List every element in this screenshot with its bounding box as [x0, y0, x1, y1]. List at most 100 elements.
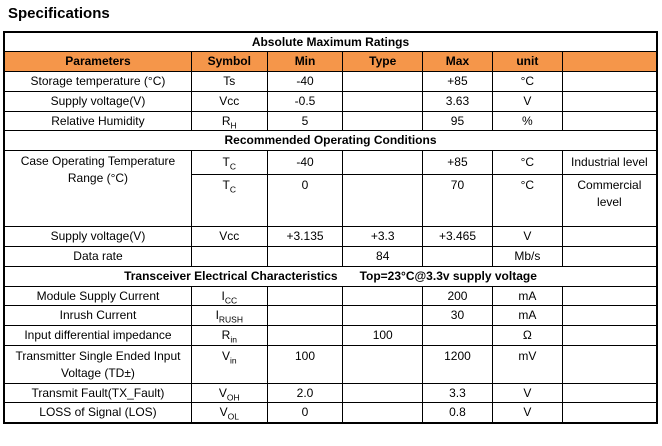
value-cell	[561, 90, 658, 112]
value-cell	[342, 382, 424, 404]
column-header: unit	[491, 51, 563, 73]
value-cell: 0.8	[422, 402, 493, 424]
value-cell	[342, 285, 424, 307]
table-row: Recommended Operating Conditions	[3, 130, 658, 152]
value-cell	[422, 246, 493, 267]
symbol-subscript: OH	[226, 392, 240, 403]
column-header: Type	[342, 51, 424, 73]
symbol-subscript: C	[229, 184, 237, 195]
value-cell	[561, 382, 658, 404]
value-cell	[342, 345, 424, 384]
value-cell	[190, 246, 268, 267]
value-cell: 3.3	[422, 382, 493, 404]
symbol-subscript: C	[229, 161, 237, 172]
value-cell	[561, 71, 658, 92]
section-title: Absolute Maximum Ratings	[251, 34, 410, 49]
symbol-base: I	[215, 308, 219, 323]
value-cell: V	[491, 226, 563, 248]
value-cell: mA	[491, 285, 563, 307]
param-cell: Module Supply Current	[3, 285, 192, 307]
value-cell: 5	[266, 110, 344, 132]
section-header-cell: Recommended Operating Conditions	[3, 130, 658, 152]
table-row: Relative Humidity RH 5 95%	[3, 110, 658, 132]
value-cell: mA	[491, 305, 563, 327]
value-cell: 70	[422, 174, 493, 228]
value-cell	[561, 345, 658, 384]
symbol-base: I	[221, 288, 225, 303]
value-cell: 3.63	[422, 90, 493, 112]
section-header-cell: Absolute Maximum Ratings	[3, 30, 658, 53]
value-cell	[266, 305, 344, 327]
value-cell	[561, 325, 658, 347]
value-cell: +3.465	[422, 226, 493, 248]
column-header: Max	[422, 51, 493, 73]
column-header: Parameters	[3, 51, 192, 73]
value-cell	[422, 325, 493, 347]
symbol-subscript: OL	[227, 411, 239, 422]
table-row: Transmit Fault(TX_Fault) VOH 2.0 3.3 V	[3, 382, 658, 404]
value-cell	[266, 285, 344, 307]
symbol-cell: Rin	[190, 325, 268, 347]
symbol-cell: TC	[190, 174, 268, 228]
value-cell	[342, 174, 424, 228]
value-cell: 200	[422, 285, 493, 307]
value-cell: 1200	[422, 345, 493, 384]
value-cell: 0	[266, 174, 344, 228]
param-cell: Inrush Current	[3, 305, 192, 327]
value-cell: 95	[422, 110, 493, 132]
value-cell	[342, 110, 424, 132]
table-row: Module Supply Current ICC 200 mA	[3, 285, 658, 307]
column-header: Symbol	[190, 51, 268, 73]
param-cell: Supply voltage(V)	[3, 90, 192, 112]
page-title: Specifications	[8, 5, 110, 22]
symbol-base: V	[221, 349, 230, 364]
table-row: Transceiver Electrical Characteristics To…	[3, 265, 658, 287]
value-cell: Vcc	[190, 226, 268, 248]
value-cell: +85	[422, 150, 493, 176]
section-title: Transceiver Electrical Characteristics	[124, 268, 338, 283]
value-cell: 84	[342, 246, 424, 267]
table-row: Case Operating Temperature Range (°C) TC -…	[3, 150, 658, 228]
value-cell	[561, 110, 658, 132]
table-row: TC 0 70 °C Commercial level	[4, 174, 658, 228]
symbol-cell: Vin	[190, 345, 268, 384]
value-cell	[342, 150, 424, 176]
value-cell: 30	[422, 305, 493, 327]
param-cell: Input differential impedance	[3, 325, 192, 347]
value-cell	[561, 226, 658, 248]
column-header	[561, 51, 658, 73]
value-cell: Ts	[190, 71, 268, 92]
value-cell: V	[491, 90, 563, 112]
symbol-subscript: in	[230, 334, 237, 345]
table-row: Transmitter Single Ended Input Voltage (…	[3, 345, 658, 384]
value-cell: Mb/s	[491, 246, 563, 267]
symbol-base: R	[221, 113, 231, 128]
symbol-cell: TC	[190, 150, 268, 176]
value-cell: -0.5	[266, 90, 344, 112]
value-cell	[561, 305, 658, 327]
table-row: Inrush Current IRUSH 30 mA	[3, 305, 658, 327]
symbol-base: V	[219, 405, 228, 420]
section-header-cell: Transceiver Electrical Characteristics To…	[3, 265, 658, 287]
value-cell	[561, 285, 658, 307]
symbol-subscript: in	[229, 355, 237, 366]
spec-table: Absolute Maximum Ratings Parameters Symbol…	[3, 30, 658, 425]
symbol-base: T	[222, 155, 230, 170]
symbol-subscript: RUSH	[218, 314, 243, 325]
value-cell	[342, 402, 424, 424]
table-row: Absolute Maximum Ratings	[3, 30, 658, 53]
symbol-cell: VOL	[190, 402, 268, 424]
section-subtitle: Top=23°C@3.3v supply voltage	[359, 268, 537, 283]
value-cell: °C	[491, 174, 563, 228]
value-cell: +85	[422, 71, 493, 92]
value-cell: %	[491, 110, 563, 132]
param-cell: Transmitter Single Ended Input Voltage (…	[3, 345, 192, 384]
value-cell: 0	[266, 402, 344, 424]
symbol-base: R	[221, 328, 231, 343]
table-row: LOSS of Signal (LOS) VOL 0 0.8 V	[3, 402, 658, 424]
symbol-cell: VOH	[190, 382, 268, 404]
value-cell: Vcc	[190, 90, 268, 112]
value-cell	[342, 305, 424, 327]
symbol-subscript: H	[230, 120, 237, 131]
note-cell: Commercial level	[561, 174, 658, 228]
